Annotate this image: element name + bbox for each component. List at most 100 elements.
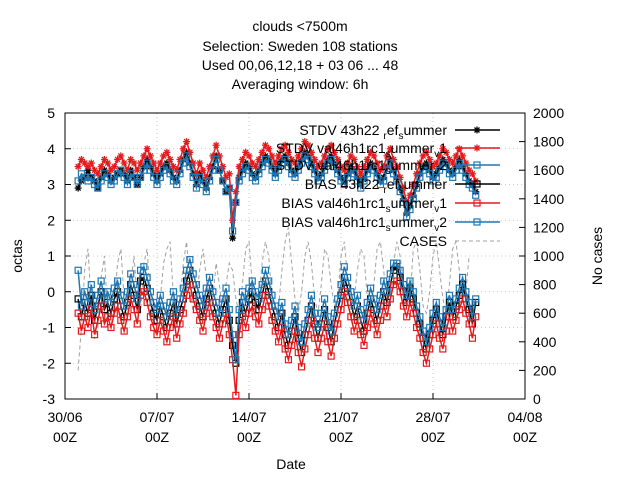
y2-tick-label: 200 (533, 362, 557, 378)
data-point (304, 141, 312, 149)
data-point (360, 177, 368, 185)
data-point (228, 331, 237, 339)
legend-item: STDV 43h22 refsummer (299, 122, 500, 142)
data-point (350, 170, 358, 178)
data-point (97, 277, 105, 285)
data-point (84, 298, 92, 307)
x-tick-sublabel: 00Z (237, 429, 262, 445)
data-point (432, 173, 440, 181)
title-line-1: clouds <7500m (252, 18, 347, 34)
legend-marker (473, 180, 481, 188)
data-point (212, 155, 220, 164)
y-tick-label: 1 (47, 248, 55, 264)
data-point (258, 148, 266, 156)
data-point (301, 345, 309, 353)
data-point (146, 313, 155, 321)
data-point (219, 320, 227, 328)
data-point (468, 313, 477, 321)
data-point (110, 177, 118, 185)
x-tick-sublabel: 00Z (145, 429, 170, 445)
y2-tick-label: 0 (533, 391, 541, 407)
series-layer (74, 138, 480, 400)
data-point (307, 148, 315, 156)
data-point (294, 166, 302, 174)
data-point (291, 159, 299, 167)
legend-item: CASES (400, 233, 500, 249)
y2-tick-label: 1600 (533, 162, 564, 178)
y-tick-label: -1 (43, 320, 56, 336)
data-point (199, 327, 207, 335)
data-point (357, 306, 365, 314)
data-point (383, 152, 391, 160)
y2-tick-label: 600 (533, 305, 557, 321)
data-point (251, 313, 260, 321)
data-point (215, 309, 224, 317)
data-point (297, 363, 306, 371)
x-tick-label: 28/07 (415, 409, 450, 425)
data-point (409, 288, 417, 296)
y-tick-label: 0 (47, 284, 55, 300)
data-point (449, 327, 457, 335)
data-point (291, 302, 299, 310)
data-point (409, 195, 417, 203)
data-point (393, 177, 401, 185)
data-point (435, 334, 444, 342)
data-point (212, 141, 220, 149)
title-line-2: Selection: Sweden 108 stations (202, 38, 397, 54)
data-point (416, 173, 424, 181)
data-point (344, 159, 352, 167)
data-point (196, 316, 204, 324)
data-point (330, 334, 339, 342)
data-point (169, 163, 177, 171)
data-point (94, 184, 102, 192)
data-point (432, 298, 440, 307)
data-point (242, 298, 250, 307)
data-point (357, 331, 365, 339)
data-point (449, 173, 457, 181)
data-point (373, 306, 381, 314)
data-point (90, 331, 99, 339)
data-point (452, 316, 460, 324)
data-point (166, 298, 174, 307)
data-point (173, 180, 181, 189)
data-point (373, 331, 381, 339)
y-axis-label: octas (9, 239, 25, 272)
data-point (416, 313, 424, 321)
data-point (458, 273, 467, 282)
y-tick-label: 5 (47, 105, 55, 121)
data-point (393, 259, 401, 267)
data-point (468, 184, 477, 192)
data-point (274, 338, 283, 346)
data-point (232, 198, 240, 206)
data-point (370, 152, 378, 160)
data-point (412, 184, 421, 192)
y-axis: -3 -2 -1 0 1 2 3 4 5 (43, 105, 71, 407)
data-point (458, 166, 467, 174)
data-point (321, 152, 329, 160)
data-point (255, 170, 263, 178)
data-point (468, 170, 476, 178)
data-point (182, 152, 191, 160)
data-point (215, 166, 224, 174)
x-tick-label: 04/08 (507, 409, 542, 425)
data-point (439, 323, 447, 332)
data-point (196, 159, 204, 167)
data-point (166, 170, 174, 178)
series-line (77, 256, 477, 360)
data-point (120, 327, 128, 335)
data-point (245, 166, 253, 174)
y-tick-label: 2 (47, 212, 55, 228)
y2-tick-label: 1000 (533, 248, 564, 264)
data-point (399, 198, 408, 206)
data-point (412, 302, 421, 310)
data-point (248, 277, 256, 285)
data-point (334, 155, 342, 163)
x-axis-label: Date (276, 456, 306, 472)
data-point (137, 159, 145, 167)
data-point (320, 295, 329, 303)
data-point (117, 152, 125, 160)
data-point (136, 173, 145, 181)
data-point (228, 227, 237, 235)
y2-tick-label: 1400 (533, 191, 564, 207)
